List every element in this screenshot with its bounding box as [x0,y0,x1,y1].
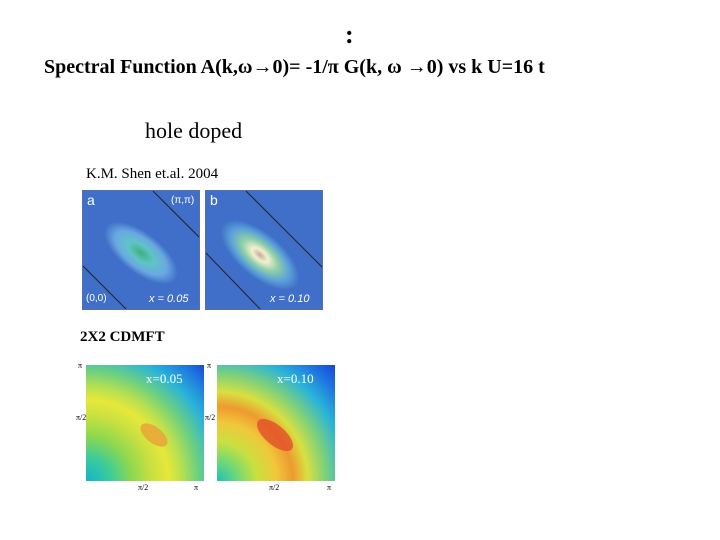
cdmft-label: 2X2 CDMFT [80,329,165,345]
x-tick-half-pi: π/2 [269,483,280,492]
cdmft-map-left: x=0.05 [86,365,204,481]
x-tick-half-pi: π/2 [138,483,149,492]
slide-title: Spectral Function A(k,ω→0)= -1/π G(k, ω … [44,56,545,78]
arpes-panel-a-image [83,191,199,309]
cdmft-doping-right: x=0.10 [277,371,314,386]
citation-label: K.M. Shen et.al. 2004 [86,166,219,182]
origin-label: (0,0) [86,293,107,304]
y-tick-pi: π [78,361,83,370]
header-colon: : [345,20,354,49]
x-tick-pi: π [327,483,332,492]
hole-doped-label: hole doped [145,118,243,143]
doping-label-b: x = 0.10 [270,293,310,305]
cdmft-map-left-image [86,365,204,481]
x-tick-pi: π [194,483,199,492]
arpes-panel-b: b x = 0.10 [205,190,323,310]
corner-label: (π,π) [171,195,195,206]
arpes-panel-a: a (π,π) (0,0) x = 0.05 [82,190,200,310]
cdmft-map-right: x=0.10 [217,365,335,481]
y-tick-half-pi: π/2 [76,413,87,422]
y-tick-half-pi: π/2 [205,413,216,422]
panel-letter-a: a [87,192,95,208]
arpes-panel-b-image [206,191,322,309]
doping-label-a: x = 0.05 [149,293,189,305]
cdmft-doping-left: x=0.05 [146,371,183,386]
cdmft-panel-left: π π/2 x=0.05 π/2 π [76,362,206,512]
cdmft-map-right-image [217,365,335,481]
y-tick-pi: π [207,361,212,370]
cdmft-panel-right: π π/2 x=0.10 π/2 π [205,362,337,512]
panel-letter-b: b [210,192,218,208]
